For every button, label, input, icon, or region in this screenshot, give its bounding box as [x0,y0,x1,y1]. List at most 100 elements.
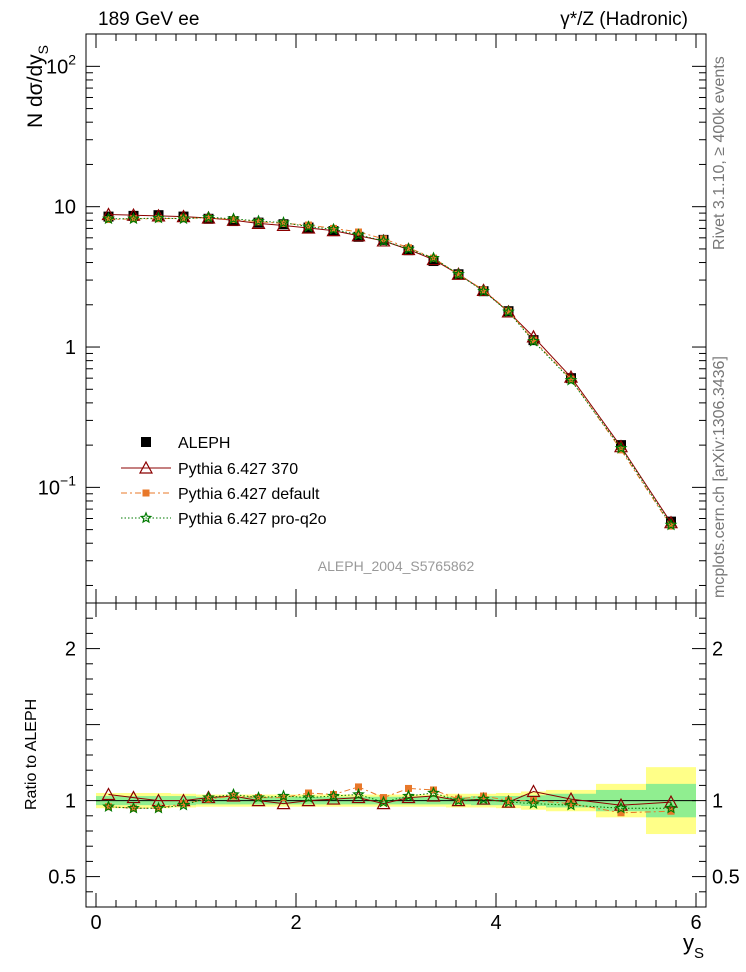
main-data-point [355,228,362,236]
ratio-data-point [402,789,415,802]
main-data-point [305,221,312,229]
legend-label: Pythia 6.427 default [178,486,320,503]
ratio-xtick-label: 0 [90,912,101,934]
ratio-data-point [427,786,440,799]
ratio-data-point [101,787,116,801]
main-ytick-label: 1 [65,337,76,359]
ratio-xtick-label: 2 [290,912,301,934]
main-data-point [205,214,212,222]
rivet-label: Rivet 3.1.10, ≥ 400k events [711,56,728,250]
main-ytick-label-base: 10 [54,197,76,219]
main-data-point [280,219,287,227]
ratio-frame [85,602,707,908]
main-data-point [402,242,415,255]
ratio-data-point [502,795,515,808]
ratio-xtick-label: 4 [490,912,501,934]
ratio-data-point [530,797,537,805]
main-data-point [664,518,678,531]
main-ytick-label-base: 1 [65,337,76,359]
ratio-data-point [205,795,212,803]
x-axis-label-base: y [683,930,694,955]
legend-item: Pythia 6.427 370 [121,460,298,478]
legend-marker [141,437,151,447]
main-data-point [666,516,676,527]
ratio-data-point [202,791,215,803]
main-data-point [302,220,315,233]
ratio-data-point [664,801,678,814]
ratio-data-point [277,789,290,802]
ratio-data-point [401,790,416,804]
main-data-point [405,244,412,252]
legend-item: ALEPH [141,435,230,452]
main-data-point [127,212,140,225]
main-series-pythia-6-427-370 [101,207,679,529]
ratio-data-point [455,795,462,803]
main-series-pythia-6-427-default [105,214,675,530]
ratio-data-point [180,800,187,808]
main-ytick-label: 102 [46,51,76,78]
main-data-point [667,522,675,530]
ratio-data-point [252,791,265,803]
ratio-data-point [227,787,240,800]
ratio-data-point [377,795,390,808]
legend-label: ALEPH [178,435,230,452]
legend: ALEPH Pythia 6.427 370 Pythia 6.427 defaul… [121,435,327,528]
legend-item: Pythia 6.427 default [121,486,320,503]
ratio-data-point [667,807,675,815]
ratio-data-point [352,787,365,800]
ratio-data-point [567,800,575,808]
main-data-point [567,375,575,383]
main-data-point [616,440,626,451]
ratio-ytick-label-right: 0.5 [712,867,740,889]
main-data-point [614,441,628,454]
ratio-data-point [614,801,628,814]
main-data-point [277,216,290,229]
main-data-point [530,336,537,344]
ratio-ytick-label-left: 2 [65,639,76,661]
main-data-point [105,216,112,224]
main-series-aleph [103,210,676,527]
legend-label: Pythia 6.427 pro-q2o [178,511,327,528]
header-left: 189 GeV ee [98,9,199,30]
main-data-point [352,228,365,241]
main-series-line [108,217,672,527]
ratio-data-point [302,791,315,803]
main-data-point [455,270,462,278]
main-ytick-label-sup: −1 [60,472,76,488]
legend-label: Pythia 6.427 370 [178,461,298,478]
legend-marker [139,511,153,524]
main-data-point [427,251,440,264]
ratio-data-point [505,797,512,805]
ratio-ytick-label-right: 1 [712,791,723,813]
mcplots-label: mcplots.cern.ch [arXiv:1306.3436] [711,356,728,598]
main-series-line [108,216,672,526]
header-right: γ*/Z (Hadronic) [560,9,688,30]
ratio-data-point [430,786,437,794]
main-ylabel-base: N dσ/dy [24,54,47,128]
main-data-point [330,224,337,232]
main-data-point [202,210,215,223]
ratio-data-point [177,798,190,811]
legend-item: Pythia 6.427 pro-q2o [121,511,327,528]
ratio-data-point [480,792,487,800]
ratio-data-point [452,794,465,806]
ratio-ytick-label-left: 1 [65,791,76,813]
ratio-xtick-label: 6 [690,912,701,934]
main-data-point [452,267,465,280]
main-data-point [527,334,540,347]
x-axis-label: yS [683,930,704,962]
ratio-data-point [564,798,578,811]
ratio-panel: 0.5 0.5 1 1 2 2 0 2 4 6 [48,602,740,934]
main-data-point [102,212,115,225]
ratio-data-point [617,809,625,817]
ratio-series-pythia-6-427-pro-q2o [102,786,678,814]
ratio-data-point [376,796,391,810]
ratio-ytick-label-right: 2 [712,639,723,661]
main-ytick-label: 10 [54,197,76,219]
main-data-point [480,286,487,294]
main-data-point [505,307,512,315]
main-data-point [477,284,490,297]
ratio-data-point [152,801,165,814]
